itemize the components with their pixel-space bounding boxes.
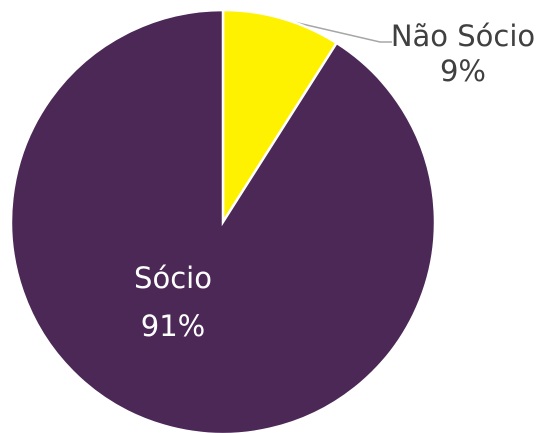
pie-slice [9, 8, 437, 433]
leader-line [284, 19, 392, 43]
slice-label: Não Sócio [391, 19, 535, 53]
pie-slice [221, 8, 339, 227]
slice-value-label: 9% [440, 54, 486, 88]
slice-value-label: 91% [141, 309, 205, 343]
slice-label: Sócio [134, 261, 212, 295]
